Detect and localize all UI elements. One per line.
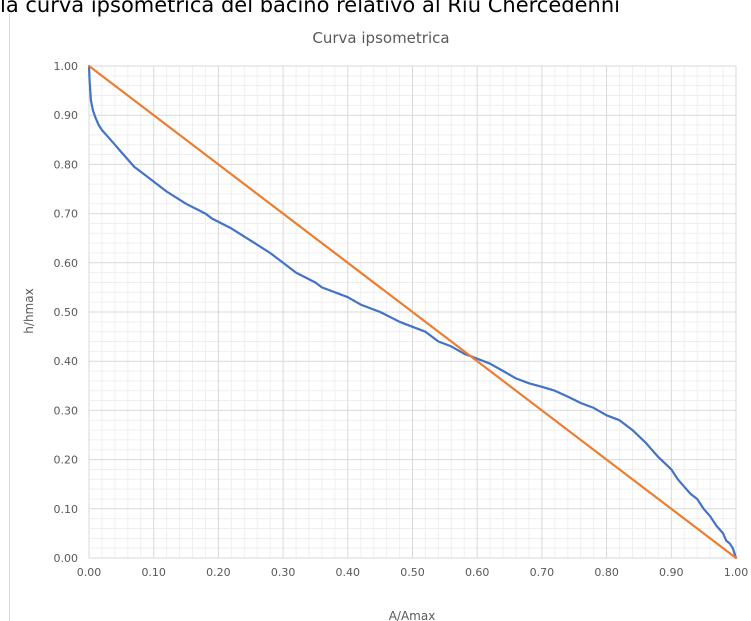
- chart-title: Curva ipsometrica: [312, 29, 449, 47]
- hypsometric-curve-line: [87, 64, 738, 560]
- y-tick-labels: 0.00 0.10 0.20 0.30 0.40 0.50 0.60 0.70 0.80 0.90…: [54, 60, 79, 565]
- y-tick-label: 0.10: [54, 503, 79, 516]
- y-tick-label: 0.80: [54, 158, 79, 171]
- x-tick-label: 0.50: [400, 566, 425, 579]
- hypsometric-chart: 0.00 0.10 0.20 0.30 0.40 0.50 0.60 0.70 0.80 0.90…: [22, 29, 749, 621]
- x-tick-label: 0.20: [206, 566, 231, 579]
- x-tick-label: 0.70: [530, 566, 555, 579]
- y-tick-label: 0.50: [54, 306, 79, 319]
- x-tick-label: 0.40: [336, 566, 361, 579]
- x-tick-label: 0.80: [594, 566, 619, 579]
- x-tick-labels: 0.00 0.10 0.20 0.30 0.40 0.50 0.60 0.70 0.80 0.90…: [77, 566, 749, 579]
- x-tick-label: 1.00: [724, 566, 749, 579]
- x-tick-label: 0.30: [271, 566, 296, 579]
- y-tick-label: 0.30: [54, 404, 79, 417]
- y-tick-label: 0.40: [54, 355, 79, 368]
- y-tick-label: 0.60: [54, 257, 79, 270]
- series-layer: [87, 64, 738, 560]
- x-axis-label: A/Amax: [389, 609, 436, 621]
- y-tick-label: 0.70: [54, 208, 79, 221]
- caption-text: la curva ipsometrica del bacino relativo…: [0, 0, 620, 17]
- x-tick-label: 0.10: [141, 566, 166, 579]
- y-axis-label: h/hmax: [22, 288, 36, 333]
- y-tick-label: 0.00: [54, 552, 79, 565]
- y-tick-label: 0.20: [54, 454, 79, 467]
- chart-frame: 0.00 0.10 0.20 0.30 0.40 0.50 0.60 0.70 0.80 0.90…: [9, 14, 751, 621]
- x-tick-label: 0.90: [659, 566, 684, 579]
- x-tick-label: 0.60: [465, 566, 490, 579]
- reference-diagonal-line: [87, 64, 738, 560]
- y-tick-label: 1.00: [54, 60, 79, 73]
- y-tick-label: 0.90: [54, 109, 79, 122]
- x-tick-label: 0.00: [77, 566, 102, 579]
